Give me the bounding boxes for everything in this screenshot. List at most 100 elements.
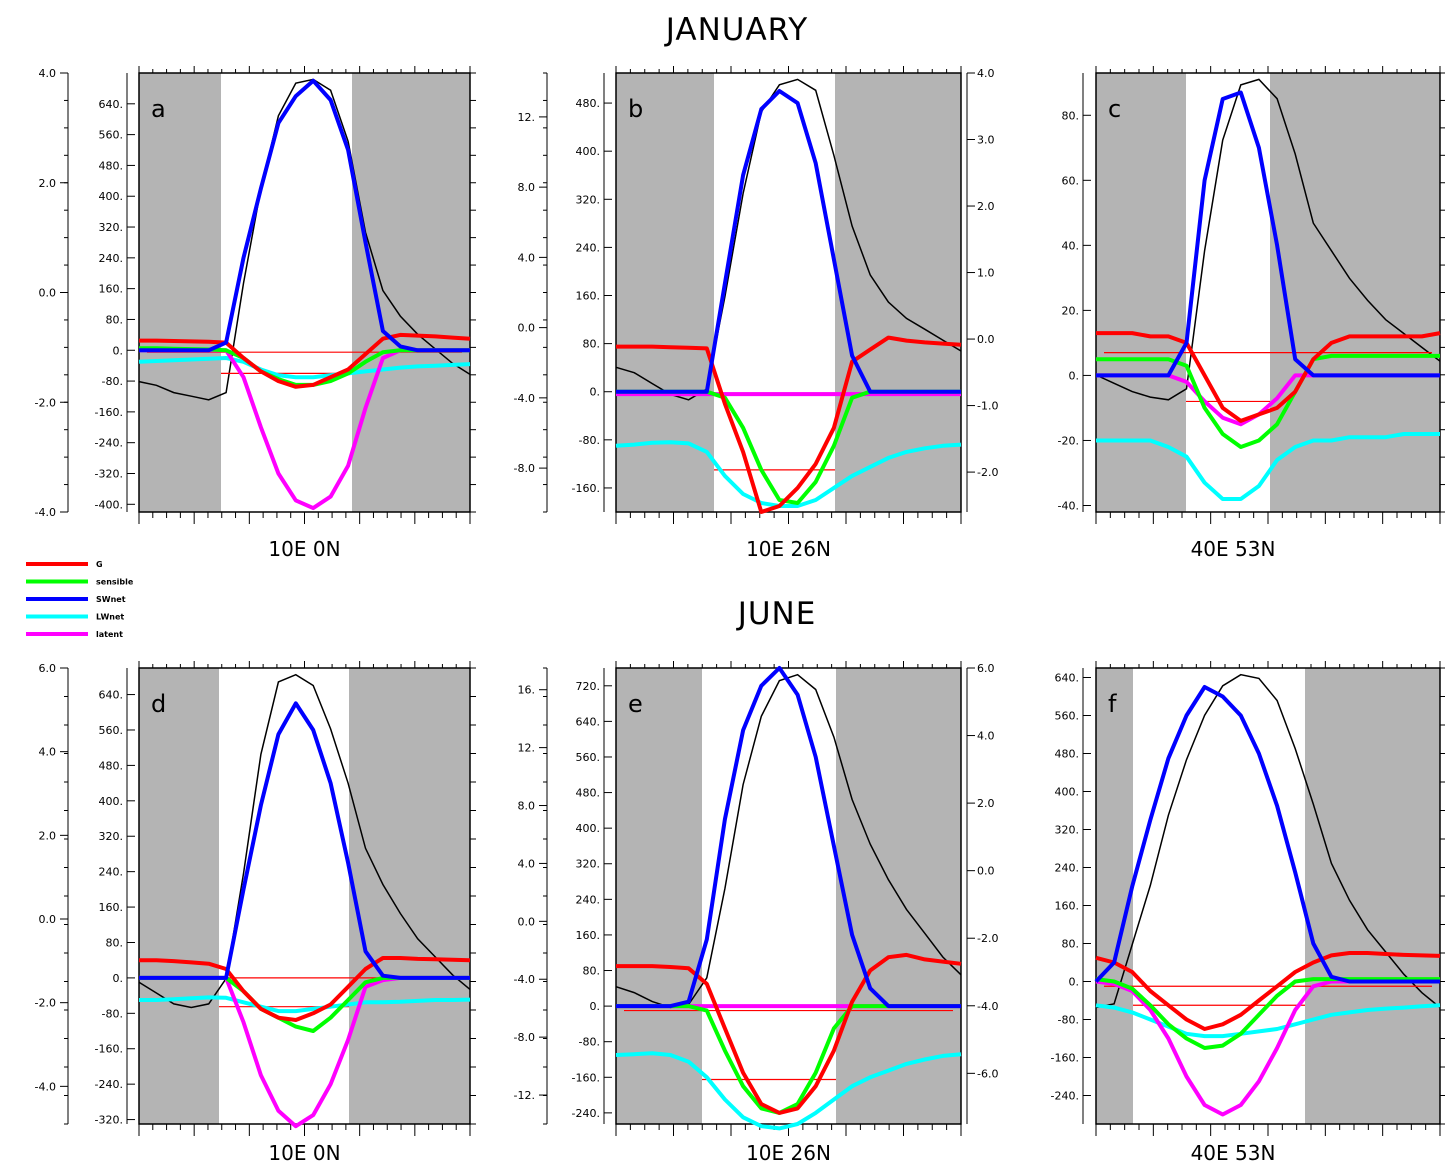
inner-axis-label: 0. — [590, 1000, 601, 1013]
panel-b: 480. 400. 320. 240. 160. 80. 0. -80. -160. 12. 8.0… — [514, 66, 998, 561]
right-axis: 6.0 4.0 2.0 0.0 -2.0 -4.0 -6.0 — [966, 662, 998, 1124]
outer-axis: 6.0 4.0 2.0 0.0 -2.0 -4.0 — [35, 662, 69, 1125]
inner-axis-label: 400. — [1055, 786, 1080, 799]
inner-axis-label: 480. — [99, 759, 124, 772]
title-january: JANUARY — [664, 12, 808, 48]
panel-e: 720. 640. 560. 480. 400. 320. 240. 160. 80. 0. -80… — [514, 661, 998, 1165]
inner-axis: 80. 60. 40. 20. 0. -20. -40. — [1058, 73, 1091, 512]
inner-axis-label: -80. — [579, 434, 600, 447]
night-shade-right — [835, 73, 961, 512]
inner-axis-label: 0. — [113, 344, 124, 357]
inner-axis-label: 0. — [1069, 976, 1080, 989]
panel-c: 80. 60. 40. 20. 0. -20. -40. c 40E 53N — [1058, 66, 1445, 561]
inner-axis-label: 160. — [576, 290, 601, 303]
inner-axis-label: 400. — [576, 145, 601, 158]
night-shade-left — [616, 668, 702, 1124]
night-shade-left — [139, 73, 221, 512]
outer-axis-label: 4.0 — [39, 67, 57, 80]
inner-axis: 720. 640. 560. 480. 400. 320. 240. 160. 80. 0. -80… — [572, 668, 612, 1124]
series-g — [139, 956, 471, 1022]
night-shade-left — [1096, 668, 1133, 1124]
right-axis-label: -6.0 — [977, 1067, 998, 1080]
right-axis-label: 0.0 — [977, 333, 995, 346]
x-ticks — [138, 661, 471, 1136]
inner-axis-label: 320. — [1055, 824, 1080, 837]
outer-axis-label: 12. — [518, 742, 536, 755]
inner-axis-label: 320. — [99, 830, 124, 843]
outer-axis-label: 6.0 — [39, 662, 57, 675]
inner-axis-label: 0. — [1069, 369, 1080, 382]
right-axis-label: 4.0 — [977, 67, 995, 80]
panel-label: e — [628, 690, 643, 718]
x-axis-label: 10E 26N — [746, 1141, 831, 1165]
inner-axis-label: -20. — [1058, 434, 1079, 447]
right-axis-label: 6.0 — [977, 662, 995, 675]
right-axis-label: 2.0 — [977, 200, 995, 213]
inner-axis-label: 480. — [576, 97, 601, 110]
inner-axis-label: 640. — [1055, 672, 1080, 685]
inner-axis-label: 240. — [1055, 862, 1080, 875]
series-g — [616, 335, 962, 514]
outer-axis-label: 16. — [518, 684, 536, 697]
series-swnet — [139, 701, 470, 980]
outer-axis-label: 2.0 — [39, 829, 57, 842]
inner-axis-label: 560. — [99, 129, 124, 142]
outer-axis-label: 2.0 — [39, 177, 57, 190]
panel-label: a — [151, 95, 166, 123]
right-axis-label: 0.0 — [977, 865, 995, 878]
inner-axis-label: -400. — [95, 498, 123, 511]
legend-label-sensible: sensible — [96, 578, 134, 587]
inner-axis-label: 480. — [99, 159, 124, 172]
inner-axis: 640. 560. 480. 400. 320. 240. 160. 80. 0. -80. -16… — [95, 73, 135, 512]
outer-axis-label: 12. — [518, 111, 536, 124]
outer-axis-label: -4.0 — [514, 973, 535, 986]
inner-axis-label: -160. — [572, 1071, 600, 1084]
right-axis-label: -2.0 — [977, 466, 998, 479]
inner-axis-label: 320. — [576, 193, 601, 206]
outer-axis: 4.0 2.0 0.0 -2.0 -4.0 — [35, 67, 69, 519]
panel-label: b — [628, 95, 643, 123]
inner-axis-label: 240. — [576, 241, 601, 254]
right-axis-label: 3.0 — [977, 134, 995, 147]
outer-axis: 12. 8.0 4.0 0.0 -4.0 -8.0 — [514, 72, 548, 513]
night-shade-right — [352, 73, 470, 512]
outer-axis-label: 8.0 — [518, 800, 536, 813]
right-axis: 4.0 3.0 2.0 1.0 0.0 -1.0 -2.0 — [966, 67, 998, 512]
inner-axis-label: -40. — [1058, 499, 1079, 512]
inner-axis-label: 720. — [576, 680, 601, 693]
panel-label: d — [151, 690, 166, 718]
inner-axis-label: 400. — [576, 822, 601, 835]
inner-axis-label: 80. — [583, 965, 601, 978]
inner-axis-label: 400. — [99, 190, 124, 203]
inner-axis-label: 480. — [576, 787, 601, 800]
panel-label: f — [1108, 690, 1117, 718]
inner-axis-label: 160. — [99, 901, 124, 914]
series-swnet — [616, 666, 961, 1009]
outer-axis-label: -4.0 — [35, 1080, 56, 1093]
inner-axis: 640. 560. 480. 400. 320. 240. 160. 80. 0. -80. -16… — [95, 668, 135, 1127]
inner-axis-label: 160. — [576, 929, 601, 942]
series-g — [139, 332, 471, 389]
inner-axis-label: 320. — [576, 858, 601, 871]
legend-label-g: G — [96, 560, 103, 569]
series-g — [616, 952, 962, 1115]
inner-axis-label: 40. — [1062, 239, 1080, 252]
x-axis-label: 10E 0N — [268, 1141, 340, 1165]
inner-axis: 640. 560. 480. 400. 320. 240. 160. 80. 0. -80. -16… — [1051, 668, 1091, 1124]
x-axis-label: 40E 53N — [1191, 537, 1276, 561]
outer-axis-label: 4.0 — [518, 251, 536, 264]
series-g — [1095, 951, 1441, 1031]
inner-axis-label: 80. — [106, 936, 124, 949]
inner-axis-label: -240. — [95, 1078, 123, 1091]
night-shade-left — [1096, 73, 1186, 512]
outer-axis-label: -4.0 — [514, 392, 535, 405]
inner-axis-label: 560. — [99, 724, 124, 737]
outer-axis-label: -8.0 — [514, 462, 535, 475]
inner-axis-label: -80. — [102, 1007, 123, 1020]
inner-axis-label: 240. — [99, 252, 124, 265]
series-lwnet — [139, 995, 471, 1014]
outer-axis-label: -4.0 — [35, 506, 56, 519]
panel-f: 640. 560. 480. 400. 320. 240. 160. 80. 0. -80. -16… — [1051, 661, 1445, 1165]
inner-axis-label: 640. — [99, 689, 124, 702]
outer-axis-label: -2.0 — [35, 396, 56, 409]
